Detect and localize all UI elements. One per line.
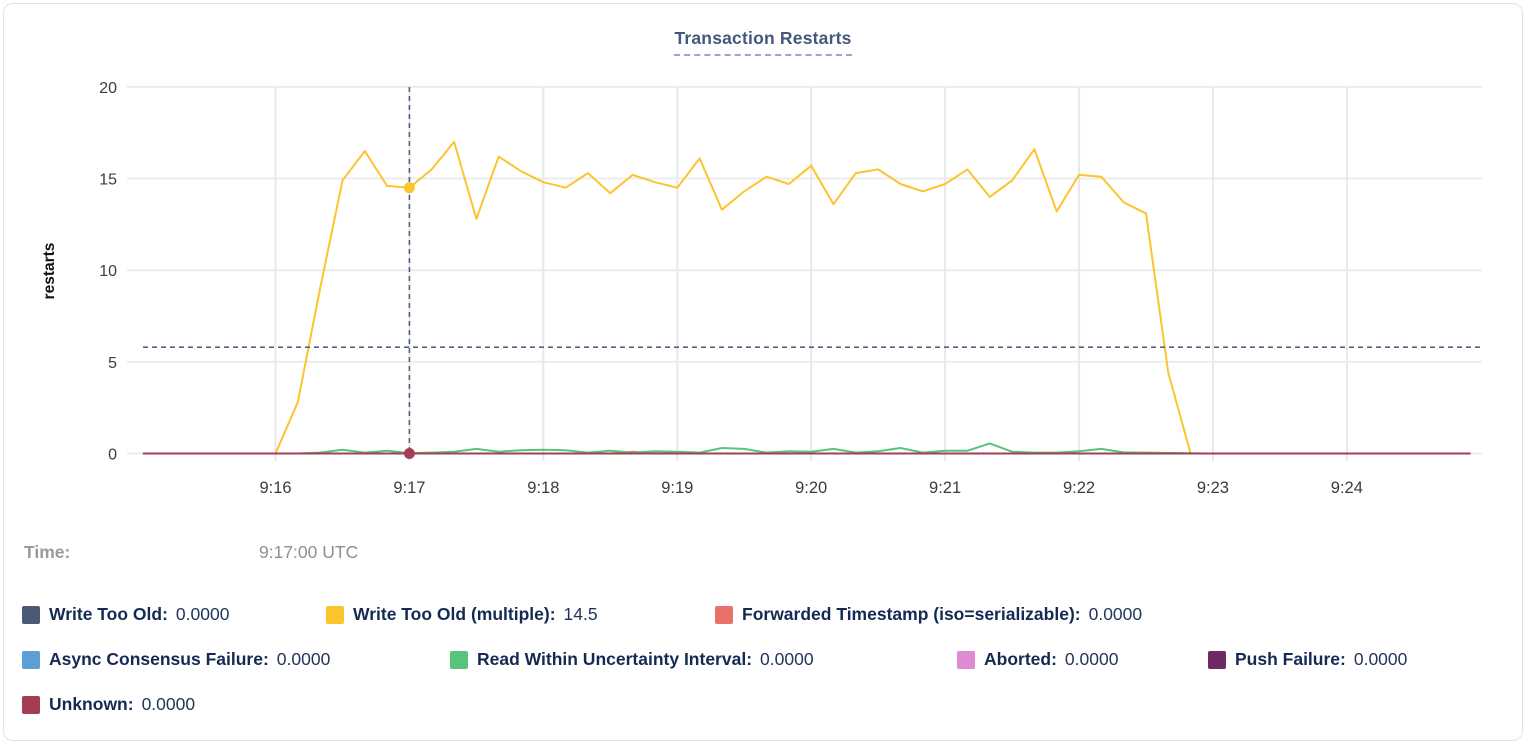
legend-label: Write Too Old (multiple): xyxy=(353,604,556,624)
legend-value: 0.0000 xyxy=(276,649,331,669)
chart-title-wrap: Transaction Restarts xyxy=(4,28,1522,56)
push-failure-swatch-icon xyxy=(1208,650,1226,669)
legend-label: Async Consensus Failure: xyxy=(49,649,269,669)
legend-item-unknown[interactable]: Unknown: 0.0000 xyxy=(22,694,195,715)
metric-chart-card: Transaction Restarts 0 5 10 15 20 9:16 9:17 9:1… xyxy=(3,3,1523,741)
legend-item-aborted[interactable]: Aborted: 0.0000 xyxy=(957,649,1208,670)
svg-text:9:20: 9:20 xyxy=(795,479,827,497)
svg-text:9:16: 9:16 xyxy=(259,479,291,497)
legend-label: Aborted: xyxy=(984,649,1057,669)
svg-text:restarts: restarts xyxy=(41,243,58,300)
legend-value: 0.0000 xyxy=(760,649,814,669)
svg-text:9:24: 9:24 xyxy=(1331,479,1363,497)
svg-text:9:19: 9:19 xyxy=(661,479,693,497)
svg-text:9:21: 9:21 xyxy=(929,479,961,497)
legend-value: 0.0000 xyxy=(1088,604,1143,624)
legend-label: Unknown: xyxy=(49,694,134,714)
legend-row-2: Async Consensus Failure: 0.0000 Read Wit… xyxy=(4,637,1522,682)
svg-text:9:23: 9:23 xyxy=(1197,479,1229,497)
chart-legend: Write Too Old: 0.0000 Write Too Old (mul… xyxy=(4,592,1522,727)
legend-value: 14.5 xyxy=(563,604,598,624)
svg-text:0: 0 xyxy=(108,447,117,464)
legend-row-3: Unknown: 0.0000 xyxy=(4,682,1522,727)
legend-item-write-too-old-multiple[interactable]: Write Too Old (multiple): 14.5 xyxy=(326,604,715,625)
async-consensus-failure-swatch-icon xyxy=(22,650,40,669)
legend-value: 0.0000 xyxy=(1353,649,1408,669)
legend-item-async-consensus-failure[interactable]: Async Consensus Failure: 0.0000 xyxy=(22,649,450,670)
legend-label: Forwarded Timestamp (iso=serializable): xyxy=(742,604,1081,624)
time-label: Time: xyxy=(24,542,71,562)
svg-text:9:22: 9:22 xyxy=(1063,479,1095,497)
chart-title[interactable]: Transaction Restarts xyxy=(674,28,852,56)
svg-text:9:18: 9:18 xyxy=(527,479,559,497)
write-too-old-multiple-swatch-icon xyxy=(326,605,344,624)
legend-value: 0.0000 xyxy=(175,604,230,624)
time-value: 9:17:00 UTC xyxy=(259,542,359,562)
transaction-restarts-chart[interactable]: 0 5 10 15 20 9:16 9:17 9:18 9:19 9:20 9:21 9:22 9:23… xyxy=(4,4,1523,516)
legend-label: Push Failure: xyxy=(1235,649,1346,669)
unknown-swatch-icon xyxy=(22,695,40,714)
tooltip-time-row: Time: 9:17:00 UTC xyxy=(24,542,358,563)
legend-item-write-too-old[interactable]: Write Too Old: 0.0000 xyxy=(22,604,326,625)
legend-value: 0.0000 xyxy=(1064,649,1119,669)
svg-text:5: 5 xyxy=(108,355,117,372)
legend-item-push-failure[interactable]: Push Failure: 0.0000 xyxy=(1208,649,1407,670)
legend-label: Write Too Old: xyxy=(49,604,168,624)
svg-text:20: 20 xyxy=(99,80,117,97)
legend-label: Read Within Uncertainty Interval: xyxy=(477,649,753,669)
aborted-swatch-icon xyxy=(957,650,975,669)
read-within-uncertainty-swatch-icon xyxy=(450,650,468,669)
svg-text:15: 15 xyxy=(99,172,117,189)
legend-item-read-within-uncertainty[interactable]: Read Within Uncertainty Interval: 0.0000 xyxy=(450,649,957,670)
legend-value: 0.0000 xyxy=(141,694,196,714)
svg-text:9:17: 9:17 xyxy=(393,479,425,497)
legend-row-1: Write Too Old: 0.0000 Write Too Old (mul… xyxy=(4,592,1522,637)
forwarded-timestamp-swatch-icon xyxy=(715,605,733,624)
legend-item-forwarded-timestamp[interactable]: Forwarded Timestamp (iso=serializable): … xyxy=(715,604,1142,625)
write-too-old-swatch-icon xyxy=(22,605,40,624)
svg-text:10: 10 xyxy=(99,263,117,280)
